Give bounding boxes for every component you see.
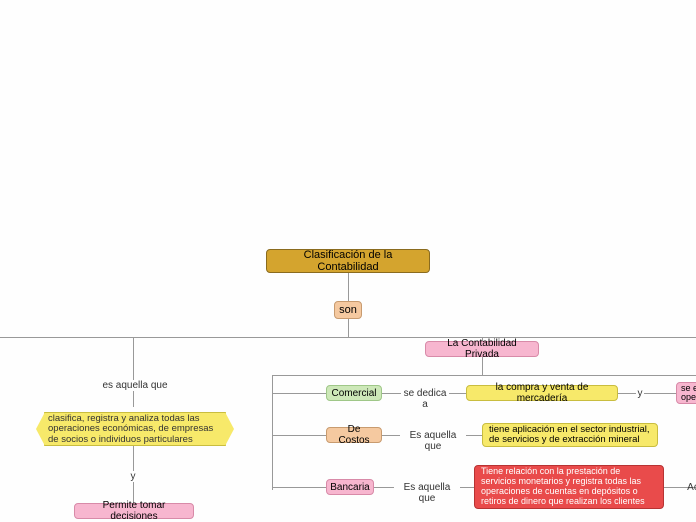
line-left-down1 — [133, 337, 134, 407]
relacion-label: Tiene relación con la prestación de serv… — [481, 467, 657, 507]
aplicacion-node[interactable]: tiene aplicación en el sector industrial… — [482, 423, 658, 447]
line-costos-h1 — [272, 435, 326, 436]
son-label: son — [339, 304, 357, 316]
y-left: y — [128, 471, 138, 482]
privada-node[interactable]: La Contabilidad Privada — [425, 341, 539, 357]
y-right: y — [636, 388, 644, 399]
compra-venta-label: la compra y venta de mercadería — [475, 382, 609, 404]
es-aquella-bancaria: Es aquella que — [394, 482, 460, 504]
es-aquella-costos: Es aquella que — [400, 430, 466, 452]
se-en-node[interactable]: se en opera — [676, 382, 696, 404]
relacion-node[interactable]: Tiene relación con la prestación de serv… — [474, 465, 664, 509]
root-node[interactable]: Clasificación de la Contabilidad — [266, 249, 430, 273]
line-bancaria-h1 — [272, 487, 326, 488]
costos-node[interactable]: De Costos — [326, 427, 382, 443]
bancaria-label: Bancaria — [330, 482, 369, 493]
bancaria-node[interactable]: Bancaria — [326, 479, 374, 495]
permite-node[interactable]: Permite tomar decisiones — [74, 503, 194, 519]
line-root-son — [348, 273, 349, 301]
aplicacion-label: tiene aplicación en el sector industrial… — [489, 425, 651, 446]
line-comercial-h3 — [618, 393, 676, 394]
line-son-down — [348, 319, 349, 337]
son-node[interactable]: son — [334, 301, 362, 319]
ac-label: Ac — [686, 482, 696, 493]
compra-venta-node[interactable]: la compra y venta de mercadería — [466, 385, 618, 401]
clasifica-node[interactable]: clasifica, registra y analiza todas las … — [36, 412, 234, 446]
costos-label: De Costos — [335, 424, 373, 446]
root-label: Clasificación de la Contabilidad — [275, 249, 421, 273]
line-comercial-h1 — [272, 393, 326, 394]
line-privada-down — [482, 357, 483, 375]
comercial-node[interactable]: Comercial — [326, 385, 382, 401]
es-aquella-left: es aquella que — [100, 380, 170, 391]
line-son-horiz — [0, 337, 696, 338]
se-en-label: se en opera — [681, 384, 696, 402]
se-dedica-a: se dedica a — [401, 388, 449, 410]
permite-label: Permite tomar decisiones — [83, 500, 185, 522]
line-privada-horiz — [272, 375, 696, 376]
comercial-label: Comercial — [332, 388, 377, 399]
clasifica-text: clasifica, registra y analiza todas las … — [48, 413, 213, 445]
